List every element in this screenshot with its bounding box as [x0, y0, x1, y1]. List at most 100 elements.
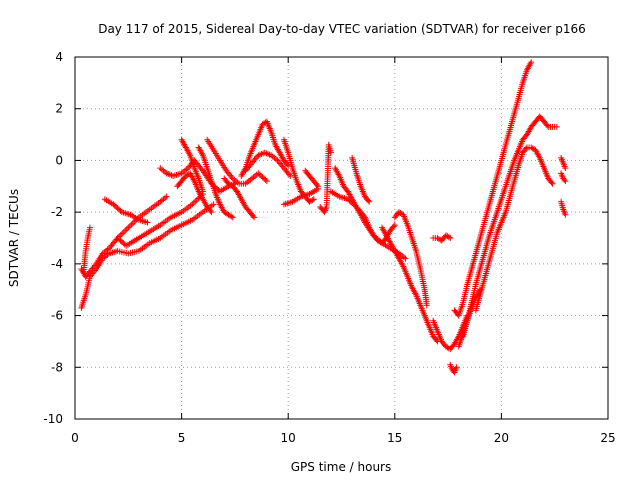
- series-track-1: [78, 193, 170, 280]
- data-point: [144, 219, 151, 226]
- data-point: [110, 201, 117, 208]
- data-point-fill: [116, 206, 123, 213]
- data-point-fill: [346, 197, 353, 204]
- data-point: [327, 149, 334, 156]
- y-tick-label: -6: [51, 309, 63, 323]
- data-point-fill: [373, 235, 380, 241]
- data-point: [86, 224, 93, 231]
- data-point-fill: [117, 237, 124, 244]
- data-point: [163, 193, 170, 200]
- data-point-fill: [376, 237, 383, 244]
- data-point: [310, 196, 317, 203]
- data-point-fill: [258, 150, 265, 157]
- y-tick-label: 4: [55, 50, 63, 64]
- data-point: [453, 364, 460, 371]
- data-point: [210, 201, 217, 208]
- data-point-fill: [119, 230, 126, 237]
- y-tick-label: -2: [51, 205, 63, 219]
- series-track-2: [78, 201, 217, 311]
- data-point-fill: [352, 202, 359, 209]
- data-point-fill: [349, 200, 356, 207]
- data-point-fill: [117, 207, 124, 214]
- y-tick-label: -10: [43, 412, 63, 426]
- series-track-7: [178, 136, 206, 195]
- data-point-fill: [118, 238, 125, 245]
- x-tick-label: 0: [71, 431, 79, 445]
- data-point: [114, 235, 121, 241]
- data-point-fill: [228, 213, 235, 220]
- data-points: [78, 59, 569, 376]
- data-point-fill: [347, 198, 354, 205]
- data-point-fill: [365, 197, 372, 204]
- series-track-8: [174, 170, 215, 216]
- x-tick-label: 20: [494, 431, 509, 445]
- series-track-3: [80, 224, 93, 275]
- data-point: [370, 232, 377, 239]
- data-point: [447, 235, 454, 241]
- axis-ticks: 0 5 10 15 20 25 -10 -8 -6 -4 -2 0 2 4: [43, 50, 615, 445]
- chart-title: Day 117 of 2015, Sidereal Day-to-day VTE…: [98, 22, 586, 36]
- data-point: [315, 183, 322, 190]
- data-point-fill: [522, 145, 529, 152]
- x-tick-label: 5: [178, 431, 186, 445]
- data-point: [402, 255, 409, 262]
- data-point-fill: [120, 229, 127, 236]
- x-tick-label: 25: [600, 431, 615, 445]
- data-point: [423, 302, 430, 309]
- series-track-6: [157, 157, 238, 195]
- series-track-10: [204, 136, 270, 187]
- data-point-fill: [123, 226, 130, 233]
- data-point: [125, 224, 132, 231]
- data-point: [251, 214, 258, 221]
- data-point-fill: [198, 166, 205, 173]
- series-track-32: [558, 198, 569, 218]
- series-track-26: [451, 59, 535, 319]
- data-point: [391, 222, 398, 229]
- data-point-fill: [129, 220, 136, 227]
- data-point-fill: [544, 122, 551, 129]
- data-point: [477, 286, 484, 293]
- series-track-14: [280, 136, 317, 205]
- data-point-fill: [258, 172, 265, 179]
- data-point: [263, 178, 270, 185]
- data-point-fill: [262, 176, 269, 183]
- data-point-fill: [113, 203, 120, 210]
- data-point: [549, 180, 556, 187]
- y-tick-label: 0: [55, 153, 63, 167]
- series-track-5: [114, 191, 206, 249]
- plot-frame: [74, 56, 609, 420]
- series-track-4: [101, 196, 151, 226]
- series-track-11: [221, 175, 258, 221]
- series-track-30: [558, 154, 569, 172]
- series-track-23: [430, 232, 454, 244]
- x-tick-label: 15: [387, 431, 402, 445]
- data-point: [229, 214, 236, 221]
- data-point: [255, 170, 262, 177]
- series-track-20: [349, 154, 373, 205]
- data-point-fill: [259, 174, 266, 181]
- y-tick-label: -4: [51, 257, 63, 271]
- data-point-fill: [190, 199, 197, 206]
- series-track-12: [238, 118, 292, 179]
- series-track-22: [391, 209, 430, 309]
- data-point-fill: [548, 179, 555, 186]
- data-point-fill: [371, 233, 378, 240]
- y-tick-label: 2: [55, 102, 63, 116]
- data-point-fill: [192, 198, 199, 205]
- data-point-fill: [111, 202, 118, 209]
- series-track-19: [327, 188, 409, 262]
- series-track-27: [460, 113, 560, 340]
- data-point-fill: [122, 227, 129, 234]
- data-point-fill: [561, 176, 568, 183]
- series-track-31: [558, 170, 569, 185]
- y-axis-label: SDTVAR / TECUs: [7, 189, 21, 287]
- data-point: [553, 123, 560, 130]
- data-point-fill: [128, 221, 135, 228]
- data-point-fill: [445, 234, 452, 241]
- x-tick-label: 10: [281, 431, 296, 445]
- data-point-fill: [390, 223, 397, 230]
- x-axis-label: GPS time / hours: [291, 460, 392, 474]
- data-point-fill: [377, 238, 384, 245]
- y-tick-label: -8: [51, 360, 63, 374]
